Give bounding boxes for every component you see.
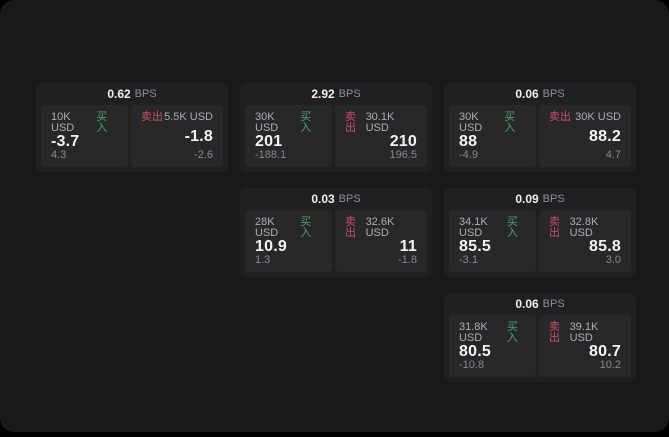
sell-price: 210 <box>389 133 417 150</box>
quote-column-1: 0.62 BPS 10K USD 买入 -3.7 4.3 卖出 <box>36 83 228 172</box>
bps-header: 0.62 BPS <box>41 83 223 105</box>
buy-amount: 28K USD <box>255 216 279 239</box>
sell-label: 卖出 <box>549 216 560 239</box>
buy-delta: -4.9 <box>459 149 478 161</box>
quote-card: 0.62 BPS 10K USD 买入 -3.7 4.3 卖出 <box>36 83 228 172</box>
buy-label: 买入 <box>504 111 516 134</box>
bps-header: 0.09 BPS <box>449 188 631 210</box>
buy-price: 201 <box>255 133 283 150</box>
buy-quote-panel[interactable]: 10K USD 买入 -3.7 4.3 <box>41 105 128 167</box>
buy-price: 10.9 <box>255 238 287 255</box>
sell-delta: 10.2 <box>599 359 621 371</box>
buy-quote-panel[interactable]: 30K USD 买入 201 -188.1 <box>245 105 332 167</box>
bps-unit-label: BPS <box>542 88 565 100</box>
quote-panels: 31.8K USD 买入 80.5 -10.8 卖出 39.1K USD 80.… <box>449 315 631 377</box>
buy-label: 买入 <box>96 111 108 134</box>
quote-card: 0.06 BPS 31.8K USD 买入 80.5 -10.8 卖 <box>444 293 636 382</box>
sell-label: 卖出 <box>549 321 560 344</box>
bps-header: 2.92 BPS <box>245 83 427 105</box>
buy-quote-panel[interactable]: 34.1K USD 买入 85.5 -3.1 <box>449 210 536 272</box>
sell-quote-panel[interactable]: 卖出 30.1K USD 210 196.5 <box>335 105 427 167</box>
sell-price: -1.8 <box>184 127 213 145</box>
sell-label: 卖出 <box>141 111 163 123</box>
quote-panels: 30K USD 买入 201 -188.1 卖出 30.1K USD 210 1… <box>245 105 427 167</box>
sell-quote-panel[interactable]: 卖出 5.5K USD -1.8 -2.6 <box>131 105 223 167</box>
sell-price: 85.8 <box>589 238 621 255</box>
bps-value: 0.09 <box>515 192 539 206</box>
quote-panels: 34.1K USD 买入 85.5 -3.1 卖出 32.8K USD 85.8… <box>449 210 631 272</box>
buy-quote-panel[interactable]: 31.8K USD 买入 80.5 -10.8 <box>449 315 536 377</box>
buy-amount: 34.1K USD <box>459 216 488 239</box>
buy-label: 买入 <box>506 321 518 344</box>
bps-unit-label: BPS <box>134 88 157 100</box>
buy-delta: 1.3 <box>255 254 271 266</box>
buy-delta: -3.1 <box>459 254 478 266</box>
buy-delta: -188.1 <box>255 149 287 161</box>
buy-label: 买入 <box>506 216 518 239</box>
buy-delta: 4.3 <box>51 149 67 161</box>
sell-price: 80.7 <box>589 343 621 360</box>
buy-price: 88 <box>459 133 478 150</box>
quote-grid: 0.62 BPS 10K USD 买入 -3.7 4.3 卖出 <box>36 83 636 382</box>
buy-quote-panel[interactable]: 28K USD 买入 10.9 1.3 <box>245 210 332 272</box>
buy-amount: 30K USD <box>459 111 483 134</box>
buy-label: 买入 <box>300 111 312 134</box>
quote-panels: 30K USD 买入 88 -4.9 卖出 30K USD 88.2 4.7 <box>449 105 631 167</box>
sell-amount: 39.1K USD <box>569 321 599 344</box>
bps-unit-label: BPS <box>542 298 565 310</box>
buy-delta: -10.8 <box>459 359 485 371</box>
buy-quote-panel[interactable]: 30K USD 买入 88 -4.9 <box>449 105 536 167</box>
bps-header: 0.06 BPS <box>449 293 631 315</box>
quote-column-3: 0.06 BPS 30K USD 买入 88 -4.9 卖出 <box>444 83 636 382</box>
quote-card: 0.06 BPS 30K USD 买入 88 -4.9 卖出 <box>444 83 636 172</box>
buy-price: 85.5 <box>459 238 491 255</box>
sell-delta: 3.0 <box>605 254 621 266</box>
sell-label: 卖出 <box>345 216 356 239</box>
sell-quote-panel[interactable]: 卖出 30K USD 88.2 4.7 <box>539 105 631 167</box>
bps-value: 2.92 <box>311 87 335 101</box>
sell-delta: -1.8 <box>398 254 417 266</box>
sell-quote-panel[interactable]: 卖出 32.6K USD 11 -1.8 <box>335 210 427 272</box>
bps-header: 0.03 BPS <box>245 188 427 210</box>
bps-unit-label: BPS <box>338 88 361 100</box>
buy-label: 买入 <box>300 216 312 239</box>
quote-card: 2.92 BPS 30K USD 买入 201 -188.1 卖出 <box>240 83 432 172</box>
buy-amount: 10K USD <box>51 111 75 134</box>
buy-amount: 31.8K USD <box>459 321 488 344</box>
sell-quote-panel[interactable]: 卖出 39.1K USD 80.7 10.2 <box>539 315 631 377</box>
bps-value: 0.03 <box>311 192 335 206</box>
quote-panels: 10K USD 买入 -3.7 4.3 卖出 5.5K USD -1.8 -2.… <box>41 105 223 167</box>
sell-delta: 4.7 <box>605 149 621 161</box>
sell-amount: 30K USD <box>575 111 621 123</box>
bps-unit-label: BPS <box>542 193 565 205</box>
sell-label: 卖出 <box>549 111 571 123</box>
sell-amount: 32.8K USD <box>569 216 599 239</box>
sell-label: 卖出 <box>345 111 356 134</box>
quote-card: 0.09 BPS 34.1K USD 买入 85.5 -3.1 卖出 <box>444 188 636 277</box>
quote-column-2: 2.92 BPS 30K USD 买入 201 -188.1 卖出 <box>240 83 432 277</box>
sell-price: 88.2 <box>589 127 621 145</box>
buy-amount: 30K USD <box>255 111 279 134</box>
sell-delta: 196.5 <box>389 149 417 161</box>
bps-unit-label: BPS <box>338 193 361 205</box>
sell-amount: 30.1K USD <box>365 111 395 134</box>
quote-card: 0.03 BPS 28K USD 买入 10.9 1.3 卖出 <box>240 188 432 277</box>
sell-amount: 32.6K USD <box>365 216 395 239</box>
bps-value: 0.62 <box>107 87 131 101</box>
bps-header: 0.06 BPS <box>449 83 631 105</box>
sell-amount: 5.5K USD <box>164 111 213 123</box>
quote-panels: 28K USD 买入 10.9 1.3 卖出 32.6K USD 11 -1.8 <box>245 210 427 272</box>
bps-value: 0.06 <box>515 87 539 101</box>
sell-price: 11 <box>399 238 417 255</box>
buy-price: -3.7 <box>51 133 80 150</box>
sell-delta: -2.6 <box>194 149 213 161</box>
bps-value: 0.06 <box>515 297 539 311</box>
sell-quote-panel[interactable]: 卖出 32.8K USD 85.8 3.0 <box>539 210 631 272</box>
buy-price: 80.5 <box>459 343 491 360</box>
